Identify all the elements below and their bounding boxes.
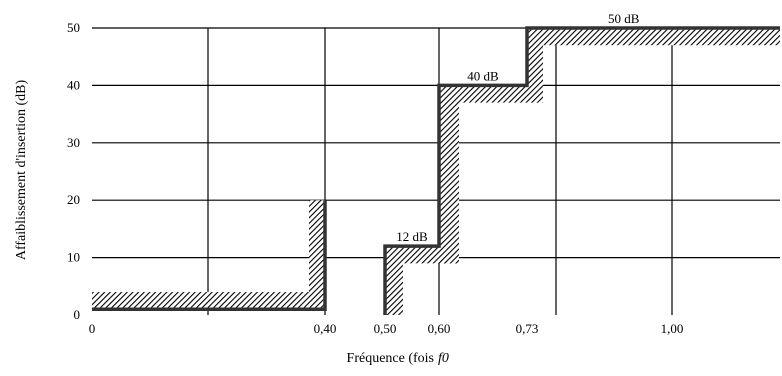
lower-mask-line	[92, 200, 327, 312]
y-axis-label: Affaiblissement d'insertion (dB)	[14, 79, 29, 260]
hatched-zone	[527, 28, 780, 46]
x-axis-label-symbol: f0	[438, 351, 449, 366]
annotation-label: 40 dB	[467, 68, 499, 83]
tick-labels: 0 10 20 30 40 50 0 0,40 0,50 0,60 0,73 1,00 12 dB 40 …	[67, 11, 683, 336]
y-tick-label: 40	[67, 77, 80, 92]
x-tick-label: 0,60	[428, 321, 451, 336]
y-tick-label: 0	[74, 307, 81, 322]
hatched-zone	[527, 28, 543, 103]
hatch-layer	[92, 28, 780, 315]
hatched-zone	[92, 292, 325, 310]
x-tick-label: 0,73	[516, 321, 539, 336]
upper-mask-line	[383, 26, 780, 315]
y-tick-label: 50	[67, 20, 80, 35]
y-tick-label: 30	[67, 135, 80, 150]
annotation-label: 12 dB	[396, 229, 428, 244]
grid	[92, 27, 780, 315]
y-tick-label: 20	[67, 192, 80, 207]
annotation-label: 50 dB	[608, 11, 640, 26]
x-tick-label: 0	[89, 321, 96, 336]
hatched-zone	[309, 200, 325, 310]
mask-lines	[92, 26, 780, 315]
hatched-zone	[439, 85, 459, 264]
y-tick-label: 10	[67, 250, 80, 265]
x-tick-label: 0,50	[374, 321, 397, 336]
x-tick-label: 1,00	[661, 321, 684, 336]
x-axis-label: Fréquence (fois	[347, 351, 434, 366]
hatched-zone	[439, 85, 543, 103]
x-tick-label: 0,40	[314, 321, 337, 336]
